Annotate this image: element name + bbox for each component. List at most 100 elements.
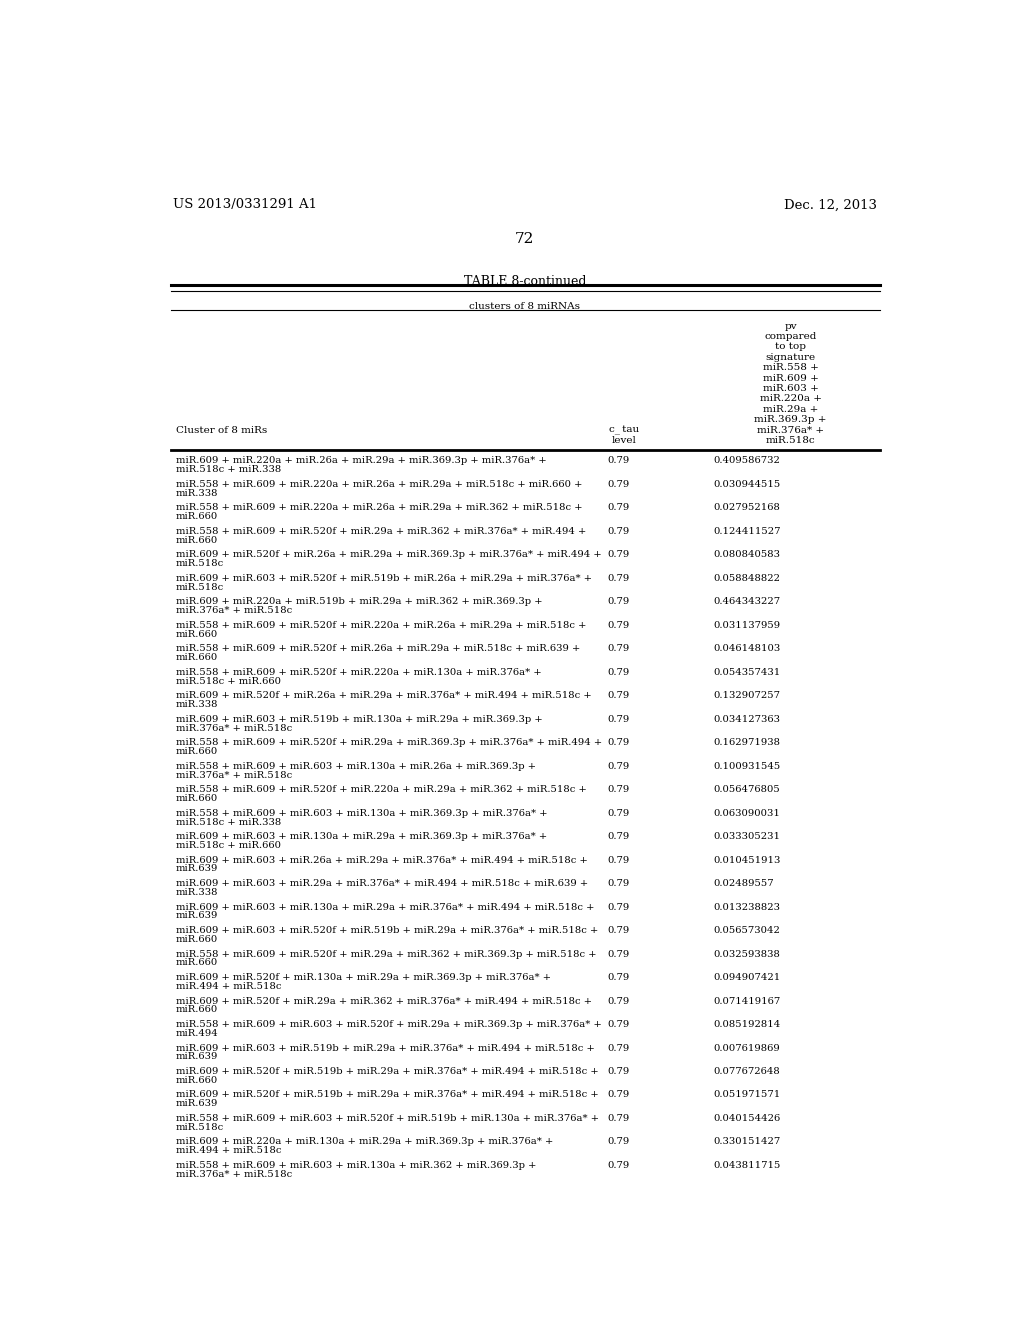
Text: miR.660: miR.660: [176, 1076, 218, 1085]
Text: miR.558 + miR.609 + miR.520f + miR.29a + miR.362 + miR.376a* + miR.494 +: miR.558 + miR.609 + miR.520f + miR.29a +…: [176, 527, 587, 536]
Text: 0.162971938: 0.162971938: [713, 738, 780, 747]
Text: miR.558 + miR.609 + miR.603 + miR.520f + miR.29a + miR.369.3p + miR.376a* +: miR.558 + miR.609 + miR.603 + miR.520f +…: [176, 1020, 602, 1030]
Text: 0.79: 0.79: [607, 785, 629, 795]
Text: 0.330151427: 0.330151427: [713, 1138, 780, 1147]
Text: 0.030944515: 0.030944515: [713, 480, 780, 488]
Text: 0.056573042: 0.056573042: [713, 927, 780, 935]
Text: miR.609 +: miR.609 +: [763, 374, 818, 383]
Text: 0.051971571: 0.051971571: [713, 1090, 780, 1100]
Text: 0.080840583: 0.080840583: [713, 550, 780, 560]
Text: 0.79: 0.79: [607, 1114, 629, 1123]
Text: US 2013/0331291 A1: US 2013/0331291 A1: [173, 198, 317, 211]
Text: miR.609 + miR.520f + miR.519b + miR.29a + miR.376a* + miR.494 + miR.518c +: miR.609 + miR.520f + miR.519b + miR.29a …: [176, 1090, 599, 1100]
Text: 0.79: 0.79: [607, 855, 629, 865]
Text: compared: compared: [765, 333, 817, 341]
Text: miR.558 + miR.609 + miR.220a + miR.26a + miR.29a + miR.518c + miR.660 +: miR.558 + miR.609 + miR.220a + miR.26a +…: [176, 480, 583, 488]
Text: miR.609 + miR.603 + miR.520f + miR.519b + miR.29a + miR.376a* + miR.518c +: miR.609 + miR.603 + miR.520f + miR.519b …: [176, 927, 598, 935]
Text: Cluster of 8 miRs: Cluster of 8 miRs: [176, 425, 267, 434]
Text: miR.639: miR.639: [176, 1052, 218, 1061]
Text: miR.376a* + miR.518c: miR.376a* + miR.518c: [176, 1170, 292, 1179]
Text: 0.79: 0.79: [607, 668, 629, 677]
Text: miR.609 + miR.520f + miR.26a + miR.29a + miR.369.3p + miR.376a* + miR.494 +: miR.609 + miR.520f + miR.26a + miR.29a +…: [176, 550, 602, 560]
Text: 0.79: 0.79: [607, 997, 629, 1006]
Text: 0.79: 0.79: [607, 457, 629, 466]
Text: 0.79: 0.79: [607, 692, 629, 700]
Text: 0.040154426: 0.040154426: [713, 1114, 780, 1123]
Text: miR.376a* + miR.518c: miR.376a* + miR.518c: [176, 723, 292, 733]
Text: miR.376a* + miR.518c: miR.376a* + miR.518c: [176, 771, 292, 780]
Text: miR.660: miR.660: [176, 512, 218, 521]
Text: miR.494 + miR.518c: miR.494 + miR.518c: [176, 982, 282, 991]
Text: miR.558 + miR.609 + miR.520f + miR.220a + miR.130a + miR.376a* +: miR.558 + miR.609 + miR.520f + miR.220a …: [176, 668, 542, 677]
Text: miR.609 + miR.220a + miR.130a + miR.29a + miR.369.3p + miR.376a* +: miR.609 + miR.220a + miR.130a + miR.29a …: [176, 1138, 553, 1147]
Text: 0.058848822: 0.058848822: [713, 574, 780, 583]
Text: to top: to top: [775, 342, 806, 351]
Text: miR.518c + miR.338: miR.518c + miR.338: [176, 817, 282, 826]
Text: miR.558 + miR.609 + miR.603 + miR.130a + miR.26a + miR.369.3p +: miR.558 + miR.609 + miR.603 + miR.130a +…: [176, 762, 536, 771]
Text: 0.79: 0.79: [607, 809, 629, 817]
Text: TABLE 8-continued: TABLE 8-continued: [464, 276, 586, 289]
Text: miR.639: miR.639: [176, 911, 218, 920]
Text: 0.79: 0.79: [607, 927, 629, 935]
Text: 0.010451913: 0.010451913: [713, 855, 780, 865]
Text: 0.79: 0.79: [607, 527, 629, 536]
Text: miR.609 + miR.603 + miR.519b + miR.29a + miR.376a* + miR.494 + miR.518c +: miR.609 + miR.603 + miR.519b + miR.29a +…: [176, 1044, 595, 1052]
Text: 0.79: 0.79: [607, 1044, 629, 1052]
Text: miR.639: miR.639: [176, 865, 218, 874]
Text: 0.79: 0.79: [607, 503, 629, 512]
Text: miR.660: miR.660: [176, 630, 218, 639]
Text: 0.79: 0.79: [607, 1020, 629, 1030]
Text: 0.79: 0.79: [607, 738, 629, 747]
Text: miR.518c: miR.518c: [176, 582, 224, 591]
Text: 0.071419167: 0.071419167: [713, 997, 780, 1006]
Text: 0.79: 0.79: [607, 598, 629, 606]
Text: miR.639: miR.639: [176, 1100, 218, 1109]
Text: 0.132907257: 0.132907257: [713, 692, 780, 700]
Text: 0.79: 0.79: [607, 832, 629, 841]
Text: 0.79: 0.79: [607, 949, 629, 958]
Text: miR.558 + miR.609 + miR.603 + miR.130a + miR.362 + miR.369.3p +: miR.558 + miR.609 + miR.603 + miR.130a +…: [176, 1162, 537, 1170]
Text: miR.609 + miR.603 + miR.130a + miR.29a + miR.376a* + miR.494 + miR.518c +: miR.609 + miR.603 + miR.130a + miR.29a +…: [176, 903, 594, 912]
Text: clusters of 8 miRNAs: clusters of 8 miRNAs: [469, 302, 581, 310]
Text: miR.609 + miR.520f + miR.519b + miR.29a + miR.376a* + miR.494 + miR.518c +: miR.609 + miR.520f + miR.519b + miR.29a …: [176, 1067, 599, 1076]
Text: pv: pv: [784, 322, 797, 330]
Text: 0.79: 0.79: [607, 1162, 629, 1170]
Text: miR.518c: miR.518c: [176, 1123, 224, 1131]
Text: 0.79: 0.79: [607, 714, 629, 723]
Text: miR.660: miR.660: [176, 747, 218, 756]
Text: 72: 72: [515, 231, 535, 246]
Text: miR.29a +: miR.29a +: [763, 405, 818, 413]
Text: miR.376a* +: miR.376a* +: [757, 425, 824, 434]
Text: 0.464343227: 0.464343227: [713, 598, 780, 606]
Text: 0.043811715: 0.043811715: [713, 1162, 780, 1170]
Text: 0.79: 0.79: [607, 903, 629, 912]
Text: miR.609 + miR.603 + miR.520f + miR.519b + miR.26a + miR.29a + miR.376a* +: miR.609 + miR.603 + miR.520f + miR.519b …: [176, 574, 592, 583]
Text: c_ tau: c_ tau: [609, 425, 639, 434]
Text: miR.609 + miR.603 + miR.26a + miR.29a + miR.376a* + miR.494 + miR.518c +: miR.609 + miR.603 + miR.26a + miR.29a + …: [176, 855, 588, 865]
Text: 0.02489557: 0.02489557: [713, 879, 774, 888]
Text: miR.609 + miR.220a + miR.519b + miR.29a + miR.362 + miR.369.3p +: miR.609 + miR.220a + miR.519b + miR.29a …: [176, 598, 543, 606]
Text: miR.558 +: miR.558 +: [763, 363, 818, 372]
Text: miR.660: miR.660: [176, 653, 218, 663]
Text: 0.054357431: 0.054357431: [713, 668, 780, 677]
Text: miR.609 + miR.520f + miR.130a + miR.29a + miR.369.3p + miR.376a* +: miR.609 + miR.520f + miR.130a + miR.29a …: [176, 973, 551, 982]
Text: 0.033305231: 0.033305231: [713, 832, 780, 841]
Text: 0.124411527: 0.124411527: [713, 527, 780, 536]
Text: miR.518c + miR.660: miR.518c + miR.660: [176, 677, 281, 685]
Text: 0.013238823: 0.013238823: [713, 903, 780, 912]
Text: miR.558 + miR.609 + miR.220a + miR.26a + miR.29a + miR.362 + miR.518c +: miR.558 + miR.609 + miR.220a + miR.26a +…: [176, 503, 583, 512]
Text: 0.034127363: 0.034127363: [713, 714, 780, 723]
Text: signature: signature: [766, 352, 816, 362]
Text: miR.660: miR.660: [176, 536, 218, 545]
Text: miR.338: miR.338: [176, 700, 218, 709]
Text: 0.79: 0.79: [607, 1138, 629, 1147]
Text: 0.409586732: 0.409586732: [713, 457, 780, 466]
Text: miR.494 + miR.518c: miR.494 + miR.518c: [176, 1146, 282, 1155]
Text: miR.558 + miR.609 + miR.520f + miR.29a + miR.362 + miR.369.3p + miR.518c +: miR.558 + miR.609 + miR.520f + miR.29a +…: [176, 949, 597, 958]
Text: 0.79: 0.79: [607, 480, 629, 488]
Text: miR.518c: miR.518c: [766, 436, 815, 445]
Text: miR.220a +: miR.220a +: [760, 395, 821, 404]
Text: 0.79: 0.79: [607, 550, 629, 560]
Text: 0.79: 0.79: [607, 762, 629, 771]
Text: 0.79: 0.79: [607, 574, 629, 583]
